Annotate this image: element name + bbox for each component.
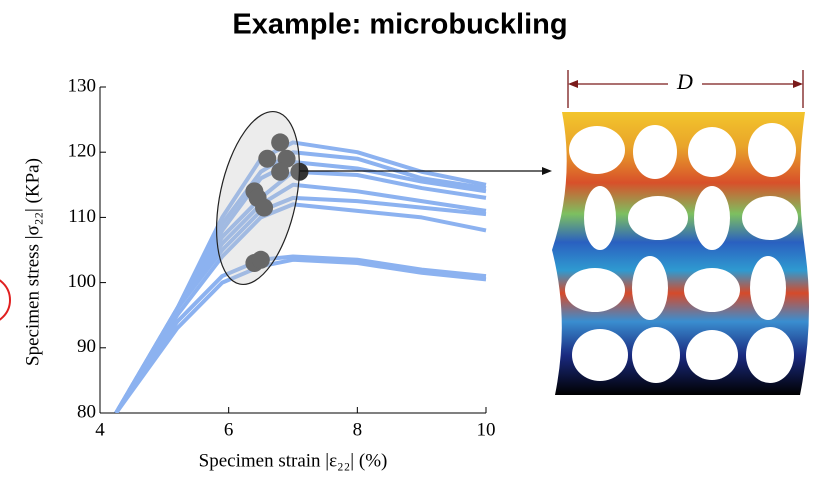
slide-title: Example: microbuckling (232, 9, 567, 41)
y-tick-label: 120 (68, 141, 97, 162)
y-tick-label: 80 (77, 401, 96, 422)
x-axis-label: Specimen strain |ε₂₂| (%) (199, 450, 388, 471)
decoration (0, 276, 10, 324)
dimension-arrow (793, 80, 803, 88)
y-tick-label: 130 (68, 75, 97, 96)
slide: Example: microbuckling 80 90 100 110 120 130 4… (0, 0, 815, 477)
line (116, 260, 486, 413)
arrow-head (542, 167, 552, 175)
dimension-arrow (568, 80, 578, 88)
x-tick-label: 8 (353, 419, 363, 440)
y-tick-label: 90 (77, 336, 96, 357)
dimension-label: D (676, 69, 693, 94)
x-tick-label: 10 (477, 419, 496, 440)
line (116, 198, 486, 413)
microstructure-image (552, 112, 809, 395)
y-axis-label: Specimen stress |σ₂₂| (KPa) (22, 158, 43, 366)
y-tick-label: 110 (68, 206, 96, 227)
y-tick-label: 100 (68, 271, 97, 292)
line (116, 204, 486, 413)
x-tick-label: 4 (95, 419, 105, 440)
page: {"header": {"title": "Example: microbuck… (0, 0, 815, 477)
x-tick-label: 6 (224, 419, 234, 440)
